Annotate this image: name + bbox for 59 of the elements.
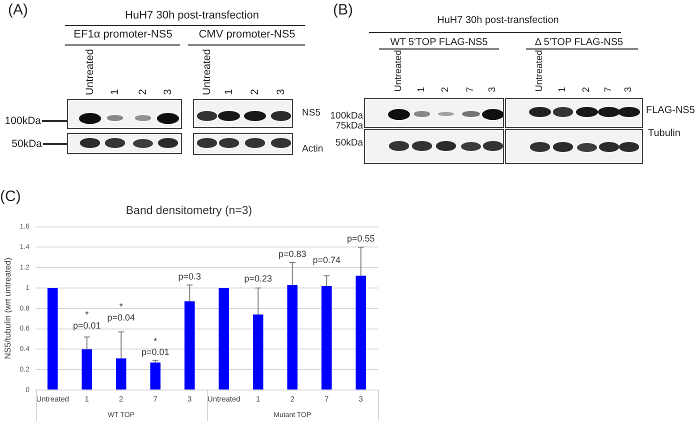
category-label: 1 — [557, 87, 568, 92]
annotation: p=0.83 — [278, 248, 306, 259]
category-label: 2 — [248, 89, 260, 95]
annotation: p=0.23 — [244, 273, 272, 284]
category-label: 1 — [222, 89, 234, 95]
category-label: Untreated — [393, 50, 404, 92]
annotation: p=0.55 — [346, 234, 375, 244]
chart-title: Band densitometry (n=3) — [126, 205, 252, 218]
text: 100kDa — [330, 110, 363, 122]
text: (C) — [0, 188, 21, 206]
text: Tubulin — [648, 128, 680, 139]
category-label: 2 — [581, 87, 592, 92]
text: WT 5'TOP FLAG-NS5 — [390, 37, 488, 48]
bar — [321, 286, 332, 390]
category-label: Untreated — [200, 49, 212, 96]
annotation: * — [154, 336, 158, 346]
category-label: 3 — [162, 89, 174, 95]
bar — [252, 314, 264, 390]
category-label: 2 — [440, 87, 451, 92]
annotation: p=0.3 — [178, 271, 202, 282]
bar — [82, 349, 92, 390]
text: 50kDa — [12, 138, 42, 150]
text: (B) — [333, 2, 353, 18]
category-label: 1 — [108, 89, 120, 95]
text: 100kDa — [4, 114, 41, 127]
category-label: 3 — [623, 87, 634, 92]
text: EF1α promoter-NS5 — [74, 28, 172, 40]
category-label: Untreated — [84, 49, 96, 96]
category-label: Untreated — [534, 50, 545, 92]
annotation: * — [119, 301, 124, 312]
annotation: * — [85, 309, 90, 320]
annotation: p=0.01 — [141, 346, 170, 357]
annotation: p=0.04 — [107, 312, 136, 322]
category-label: 3 — [274, 89, 286, 95]
text: Δ 5'TOP FLAG-NS5 — [534, 37, 624, 48]
annotation: p=0.01 — [72, 320, 101, 330]
text: 75kDa — [336, 120, 363, 132]
bar — [218, 288, 230, 390]
bar — [47, 288, 58, 390]
bar — [287, 284, 298, 390]
category-label: 7 — [465, 87, 476, 92]
text: 50kDa — [336, 137, 363, 148]
text: FLAG-NS5 — [646, 105, 695, 116]
bar — [184, 301, 195, 390]
bar — [116, 358, 126, 390]
annotation: p=0.74 — [312, 255, 341, 266]
text: CMV promoter-NS5 — [198, 28, 296, 40]
bar — [356, 276, 366, 390]
category-label: 3 — [487, 87, 498, 92]
category-label: 7 — [603, 87, 614, 92]
bar — [150, 362, 161, 390]
text: HuH7 30h post-transfection — [437, 15, 559, 26]
text: (A) — [8, 2, 28, 18]
y-axis-title: NS5/tubulin (wrt untreated) — [2, 257, 12, 360]
text: NS5 — [302, 107, 320, 118]
text: Actin — [302, 143, 324, 154]
category-label: 2 — [136, 89, 148, 95]
category-label: 1 — [416, 87, 427, 92]
text: HuH7 30h post-transfection — [125, 10, 259, 22]
